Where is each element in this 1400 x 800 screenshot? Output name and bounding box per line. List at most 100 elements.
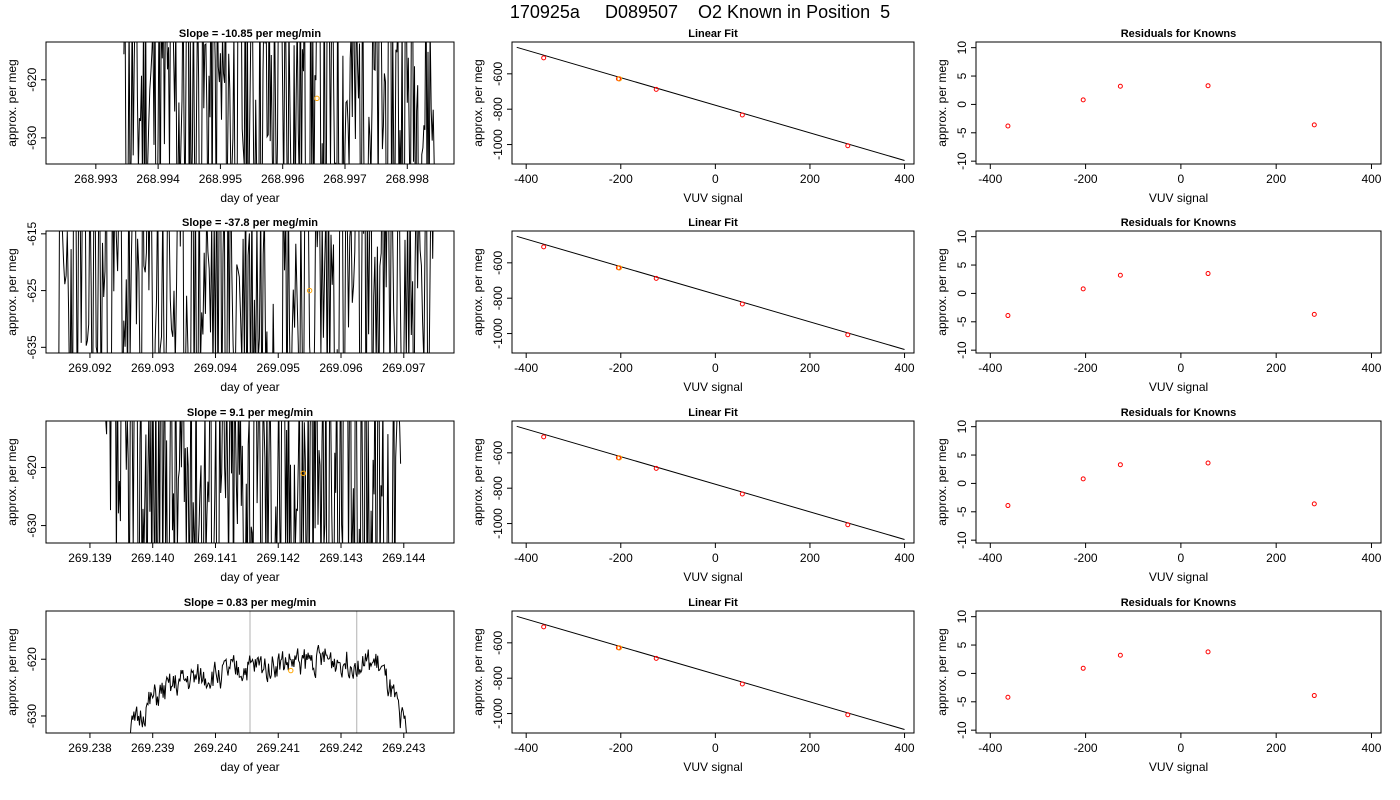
panel-r0-c0: Slope = -10.85 per meg/min day of year app… [5,28,455,205]
y-axis-label: approx. per meg [935,248,949,335]
panel-r3-c2: Residuals for Knowns VUV signal approx. pe… [935,597,1382,774]
known-point [541,434,547,440]
known-point [845,712,851,718]
x-tick-label: 0 [1178,361,1185,375]
y-axis-label: approx. per meg [935,628,949,715]
panel-r1-c2: Residuals for Knowns VUV signal approx. pe… [935,217,1382,394]
y-tick-label: -5 [955,506,969,517]
x-tick-label: 269.140 [131,551,175,565]
x-tick-label: -200 [609,551,633,565]
x-tick-label: -200 [1074,741,1098,755]
x-axis-label: VUV signal [683,191,742,205]
x-tick-label: 269.097 [382,361,426,375]
data-layer [129,611,407,733]
y-tick-label: -600 [491,630,505,654]
y-tick-label: -1000 [491,129,505,160]
y-axis-label: approx. per meg [5,438,19,525]
panel-title: Slope = -10.85 per meg/min [179,28,321,40]
y-tick-label: -635 [25,335,39,359]
residual-point [1117,462,1123,468]
plot-frame [975,610,1382,734]
x-axis-label: day of year [220,760,279,774]
known-point [653,465,659,471]
x-tick-label: -400 [514,741,538,755]
residual-point [1311,311,1317,317]
x-tick-label: 0 [712,741,719,755]
x-tick-label: 200 [800,172,820,186]
x-axis-label: day of year [220,380,279,394]
signal-trace [123,42,435,164]
residual-point [1080,476,1086,482]
plot-frame [511,41,915,165]
x-tick-label: -400 [514,551,538,565]
data-layer [58,231,434,353]
x-tick-label: -200 [1074,361,1098,375]
fit-line [516,46,905,161]
x-tick-label: 0 [1178,172,1185,186]
x-tick-label: -400 [978,741,1002,755]
data-layer [123,42,435,164]
x-tick-label: 268.996 [261,172,305,186]
current-point-marker [300,470,307,476]
x-tick-label: -400 [514,172,538,186]
plot-frame [45,610,455,734]
current-point-marker [306,287,313,294]
data-layer [1005,460,1317,509]
residual-point [1080,665,1086,671]
y-axis-label: approx. per meg [471,628,485,715]
panel-title: Linear Fit [688,597,738,609]
y-tick-label: 0 [955,670,969,677]
y-axis-label: approx. per meg [471,248,485,335]
x-tick-label: 400 [895,361,915,375]
x-tick-label: 269.094 [194,361,238,375]
x-tick-label: 400 [1361,551,1381,565]
y-axis-label: approx. per meg [5,59,19,146]
data-layer [1005,83,1317,129]
y-tick-label: -800 [491,476,505,500]
x-tick-label: 400 [1361,172,1381,186]
plot-frame [975,420,1382,544]
data-layer [516,46,905,161]
x-tick-label: 200 [1266,551,1286,565]
known-point [845,522,851,528]
residual-point [1205,271,1211,277]
sample-point [616,645,623,651]
y-tick-label: -600 [491,61,505,85]
x-tick-label: 269.093 [131,361,175,375]
panel-title: Linear Fit [688,28,738,40]
y-axis-label: approx. per meg [471,59,485,146]
x-tick-label: 200 [800,361,820,375]
residual-point [1080,97,1086,103]
x-tick-label: 269.141 [194,551,238,565]
y-axis-label: approx. per meg [935,438,949,525]
x-tick-label: 268.993 [74,172,118,186]
x-axis-label: VUV signal [1149,380,1208,394]
residual-point [1005,313,1011,319]
plot-frame [975,230,1382,354]
x-tick-label: 269.243 [382,741,426,755]
panel-title: Linear Fit [688,407,738,419]
known-point [653,86,659,92]
known-point [541,624,547,630]
y-tick-label: 10 [955,41,969,55]
residual-point [1311,693,1317,699]
y-axis-label: approx. per meg [5,248,19,335]
x-tick-label: 200 [800,741,820,755]
y-tick-label: 5 [955,451,969,458]
y-tick-label: 5 [955,641,969,648]
residual-point [1205,649,1211,655]
x-tick-label: -200 [609,361,633,375]
x-tick-label: 269.139 [68,551,112,565]
x-tick-label: 200 [1266,741,1286,755]
sample-point [616,265,623,271]
x-axis-label: day of year [220,570,279,584]
y-tick-label: -5 [955,316,969,327]
y-tick-label: -10 [955,721,969,739]
plot-frame [975,41,1382,165]
y-tick-label: -630 [25,126,39,150]
y-tick-label: 0 [955,480,969,487]
panel-title: Residuals for Knowns [1121,407,1237,419]
data-layer [1005,271,1317,319]
